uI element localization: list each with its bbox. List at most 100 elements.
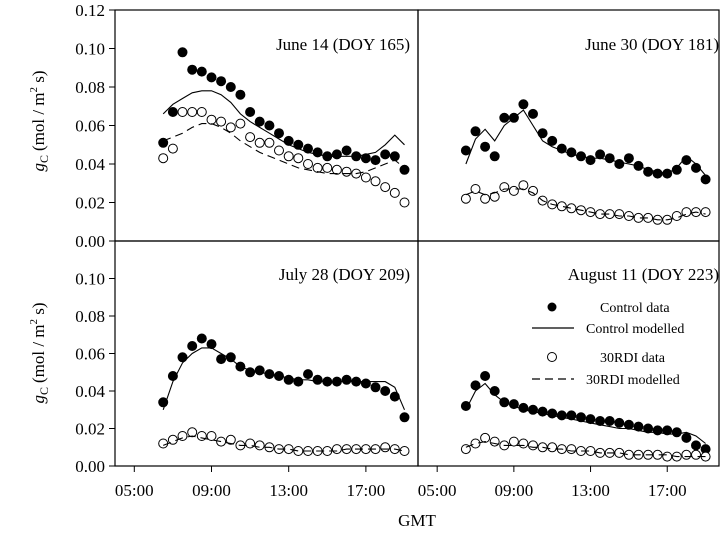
data-point-control-data bbox=[360, 378, 371, 389]
data-point-30rdi-data bbox=[225, 122, 236, 133]
data-point-30rdi-data bbox=[216, 436, 227, 447]
y-tick-label: 0.04 bbox=[75, 155, 105, 174]
ylabel-sup: 2 bbox=[28, 319, 40, 325]
data-point-30rdi-data bbox=[528, 185, 538, 196]
data-point-control-data bbox=[623, 419, 634, 430]
data-point-30rdi-data bbox=[293, 446, 304, 456]
data-point-control-data bbox=[283, 374, 294, 385]
ylabel-var: g bbox=[29, 163, 48, 172]
data-point-control-data bbox=[360, 153, 371, 164]
ylabel-unit-post: s) bbox=[29, 302, 48, 319]
data-point-30rdi-data bbox=[158, 438, 169, 449]
data-point-control-data bbox=[341, 145, 352, 156]
data-point-control-data bbox=[389, 151, 400, 162]
panel-june-30: June 30 (DOY 181) bbox=[417, 9, 720, 242]
series-line-30rdi-modelled bbox=[162, 435, 405, 452]
data-point-30rdi-data bbox=[566, 203, 577, 214]
plot-area bbox=[158, 47, 410, 208]
data-point-control-data bbox=[671, 427, 682, 438]
legend-label-control-data: Control data bbox=[600, 301, 670, 316]
data-point-30rdi-data bbox=[499, 182, 510, 193]
data-point-30rdi-data bbox=[245, 132, 256, 143]
ylabel-sup: 2 bbox=[28, 87, 40, 93]
data-point-30rdi-data bbox=[341, 166, 352, 177]
data-point-control-data bbox=[399, 412, 410, 423]
ylabel-unit: (mol / m bbox=[29, 324, 48, 383]
y-tick-label: 0.02 bbox=[75, 194, 105, 213]
data-point-control-data bbox=[585, 155, 596, 166]
data-point-control-data bbox=[331, 149, 342, 160]
data-point-30rdi-data bbox=[177, 107, 188, 117]
y-tick-label: 0.00 bbox=[75, 457, 105, 476]
data-point-30rdi-data bbox=[623, 449, 634, 460]
ylabel-sub: C bbox=[37, 155, 51, 163]
series-line-30rdi-modelled bbox=[465, 188, 706, 221]
data-point-control-data bbox=[370, 155, 381, 166]
data-point-30rdi-data bbox=[547, 442, 558, 453]
y-tick-label: 0.06 bbox=[75, 345, 105, 364]
ylabel-unit: (mol / m bbox=[29, 92, 48, 151]
data-point-30rdi-data bbox=[470, 184, 481, 194]
panel-title: June 14 (DOY 165) bbox=[276, 35, 410, 54]
data-point-control-data bbox=[254, 365, 265, 376]
panels-layer: 0.00 0.02 0.04 0.06 0.08 0.10 0.12 June 14 (DOY… bbox=[75, 1, 720, 500]
data-point-control-data bbox=[480, 141, 491, 152]
series-line-30rdi-modelled bbox=[162, 123, 405, 175]
data-point-30rdi-data bbox=[312, 162, 323, 173]
data-point-control-data bbox=[177, 352, 188, 363]
data-point-control-data bbox=[245, 107, 256, 117]
ylabel-unit-post: s) bbox=[29, 70, 48, 87]
data-point-30rdi-data bbox=[331, 444, 342, 455]
svg-text:gC(mol / m2 s): gC (mol / m2 s) bbox=[28, 70, 51, 171]
data-point-control-data bbox=[370, 382, 381, 393]
data-point-30rdi-data bbox=[264, 137, 275, 148]
data-point-control-data bbox=[691, 440, 701, 451]
data-point-control-data bbox=[528, 108, 538, 119]
data-point-control-data bbox=[566, 410, 577, 421]
data-point-30rdi-data bbox=[489, 191, 500, 202]
data-point-control-data bbox=[614, 159, 625, 169]
series-line-control-modelled bbox=[465, 382, 706, 444]
x-tick-label: 13:00 bbox=[571, 481, 610, 500]
legend: Control data Control modelled 30RDI data… bbox=[532, 301, 684, 388]
x-tick-label: 09:00 bbox=[494, 481, 533, 500]
data-point-30rdi-data bbox=[283, 444, 294, 455]
data-point-control-data bbox=[518, 402, 529, 413]
data-point-control-data bbox=[380, 386, 391, 396]
data-point-control-data bbox=[274, 128, 284, 139]
x-axis-title: GMT bbox=[398, 511, 436, 530]
data-point-control-data bbox=[604, 153, 615, 164]
y-axis-title-top: gC (mol / m2 s) bbox=[28, 70, 51, 171]
data-point-control-data bbox=[556, 410, 567, 421]
data-point-30rdi-data bbox=[681, 207, 692, 218]
data-point-30rdi-data bbox=[671, 211, 682, 221]
data-point-control-data bbox=[643, 423, 654, 434]
data-point-control-data bbox=[547, 408, 558, 419]
data-point-30rdi-data bbox=[518, 180, 529, 191]
data-point-control-data bbox=[460, 401, 471, 411]
data-point-control-data bbox=[341, 374, 352, 385]
legend-label-rdi-modelled: 30RDI modelled bbox=[586, 373, 680, 388]
data-point-30rdi-data bbox=[254, 137, 265, 148]
data-point-control-data bbox=[293, 376, 304, 387]
data-point-control-data bbox=[662, 425, 673, 436]
data-point-30rdi-data bbox=[380, 182, 391, 193]
data-point-30rdi-data bbox=[508, 436, 519, 447]
y-tick-label: 0.10 bbox=[75, 40, 105, 59]
y-tick-label: 0.02 bbox=[75, 420, 105, 439]
data-point-control-data bbox=[177, 47, 188, 58]
data-point-control-data bbox=[187, 341, 198, 351]
data-point-control-data bbox=[470, 126, 481, 137]
data-point-30rdi-data bbox=[225, 434, 236, 445]
ylabel-sub: C bbox=[37, 387, 51, 395]
data-point-control-data bbox=[187, 64, 198, 75]
data-point-30rdi-data bbox=[274, 145, 284, 156]
data-point-30rdi-data bbox=[566, 444, 577, 455]
y-axis-title-bottom: gC (mol / m2 s) bbox=[28, 302, 51, 403]
legend-marker-control-data bbox=[547, 302, 557, 312]
data-point-control-data bbox=[460, 145, 471, 156]
series-line-control-modelled bbox=[162, 347, 406, 411]
data-point-30rdi-data bbox=[700, 207, 711, 218]
data-point-control-data bbox=[623, 153, 634, 164]
